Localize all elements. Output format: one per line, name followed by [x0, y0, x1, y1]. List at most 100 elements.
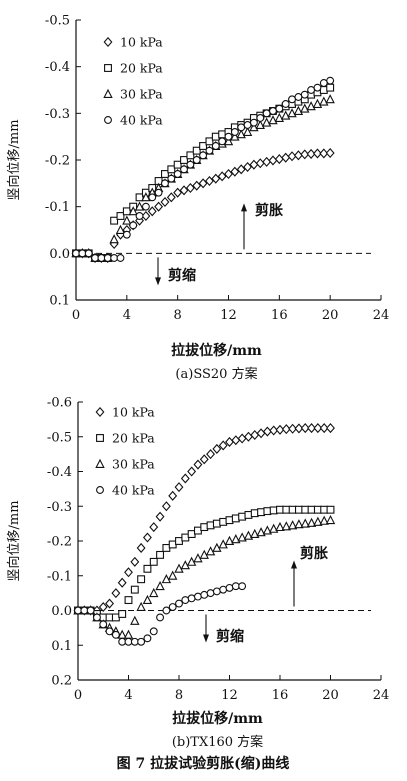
- data-point: [199, 549, 209, 559]
- contraction-arrowhead: [155, 277, 161, 286]
- data-point: [173, 170, 182, 178]
- data-point: [224, 132, 233, 141]
- legend-marker-square: [104, 64, 112, 72]
- data-point: [205, 175, 214, 187]
- legend-marker-square: [96, 434, 104, 442]
- data-point: [174, 482, 184, 493]
- data-point: [148, 193, 157, 202]
- data-point: [167, 165, 176, 174]
- data-point: [237, 532, 247, 542]
- data-point: [141, 202, 150, 211]
- data-point: [236, 164, 246, 175]
- data-point: [167, 174, 176, 183]
- data-point: [156, 613, 165, 622]
- data-point: [307, 86, 316, 94]
- data-point: [99, 620, 108, 629]
- data-point: [217, 171, 227, 182]
- data-point: [307, 423, 316, 434]
- data-point: [115, 224, 126, 234]
- dilation-label: 剪胀: [255, 202, 283, 219]
- data-point: [211, 173, 221, 184]
- data-point: [231, 435, 241, 446]
- data-point: [154, 188, 163, 197]
- legend-label: 30 kPa: [112, 457, 155, 472]
- data-point: [268, 523, 279, 533]
- contraction-label: 剪缩: [168, 267, 196, 284]
- data-point: [230, 166, 240, 177]
- data-point: [319, 423, 329, 434]
- data-point: [269, 425, 279, 436]
- data-point: [111, 588, 121, 599]
- y-tick-label: -0.5: [45, 14, 70, 29]
- data-point: [319, 148, 329, 159]
- data-point: [110, 216, 119, 225]
- legend-label: 10 kPa: [112, 405, 155, 420]
- data-point: [243, 121, 252, 129]
- data-point: [218, 539, 228, 549]
- data-point: [300, 149, 310, 160]
- x-tick-label: 16: [272, 688, 289, 703]
- x-tick-label: 20: [322, 688, 339, 703]
- contraction-label: 剪缩: [216, 628, 244, 645]
- data-point: [306, 148, 316, 159]
- data-point: [319, 515, 329, 525]
- y-axis-label: 竖向位移/mm: [6, 119, 22, 200]
- data-point: [192, 180, 202, 191]
- y-axis-label: 竖向位移/mm: [6, 500, 22, 581]
- legend-label: 40 kPa: [120, 113, 163, 128]
- data-point: [103, 254, 112, 262]
- data-point: [256, 527, 266, 537]
- data-point: [136, 601, 146, 611]
- data-point: [141, 192, 151, 202]
- series-10-kpa: [73, 423, 335, 616]
- data-point: [124, 567, 133, 578]
- data-point: [200, 590, 209, 599]
- legend-marker-circle: [96, 486, 104, 494]
- figure-caption: 图 7 拉拔试验剪胀(缩)曲线: [117, 755, 290, 772]
- data-point: [287, 520, 298, 530]
- data-point: [275, 424, 285, 435]
- data-point: [250, 528, 260, 539]
- data-point: [313, 423, 323, 434]
- y-tick-label: -0.6: [47, 396, 72, 411]
- data-point: [326, 83, 335, 92]
- data-point: [142, 594, 153, 605]
- data-point: [143, 634, 152, 643]
- data-point: [167, 570, 178, 580]
- data-point: [249, 118, 258, 127]
- data-point: [256, 428, 266, 439]
- data-point: [168, 603, 177, 611]
- y-tick-label: -0.4: [47, 465, 72, 480]
- data-point: [325, 147, 335, 159]
- data-point: [243, 161, 252, 173]
- data-point: [130, 615, 140, 625]
- data-point: [212, 587, 221, 596]
- data-point: [155, 580, 165, 591]
- y-tick-label: -0.3: [45, 107, 70, 122]
- data-point: [205, 137, 214, 146]
- data-point: [218, 137, 227, 146]
- data-point: [237, 123, 246, 132]
- data-point: [288, 95, 296, 104]
- data-point: [149, 587, 159, 598]
- data-point: [326, 423, 335, 434]
- data-point: [294, 519, 304, 529]
- legend-marker-circle: [104, 116, 112, 124]
- data-point: [111, 630, 120, 639]
- legend-label: 30 kPa: [120, 87, 163, 102]
- contraction-arrowhead: [203, 634, 209, 643]
- y-tick-label: 0.2: [51, 674, 72, 689]
- data-point: [149, 522, 159, 533]
- data-point: [244, 431, 253, 442]
- data-point: [262, 525, 273, 535]
- data-point: [72, 249, 80, 258]
- data-point: [180, 560, 191, 570]
- y-tick-label: -0.2: [47, 535, 72, 550]
- data-point: [238, 582, 247, 591]
- legend-label: 10 kPa: [120, 35, 163, 50]
- data-point: [143, 532, 152, 543]
- data-point: [319, 79, 328, 87]
- data-point: [255, 158, 265, 169]
- data-point: [281, 100, 290, 108]
- x-axis-label: 拉拔位移/mm: [172, 710, 263, 727]
